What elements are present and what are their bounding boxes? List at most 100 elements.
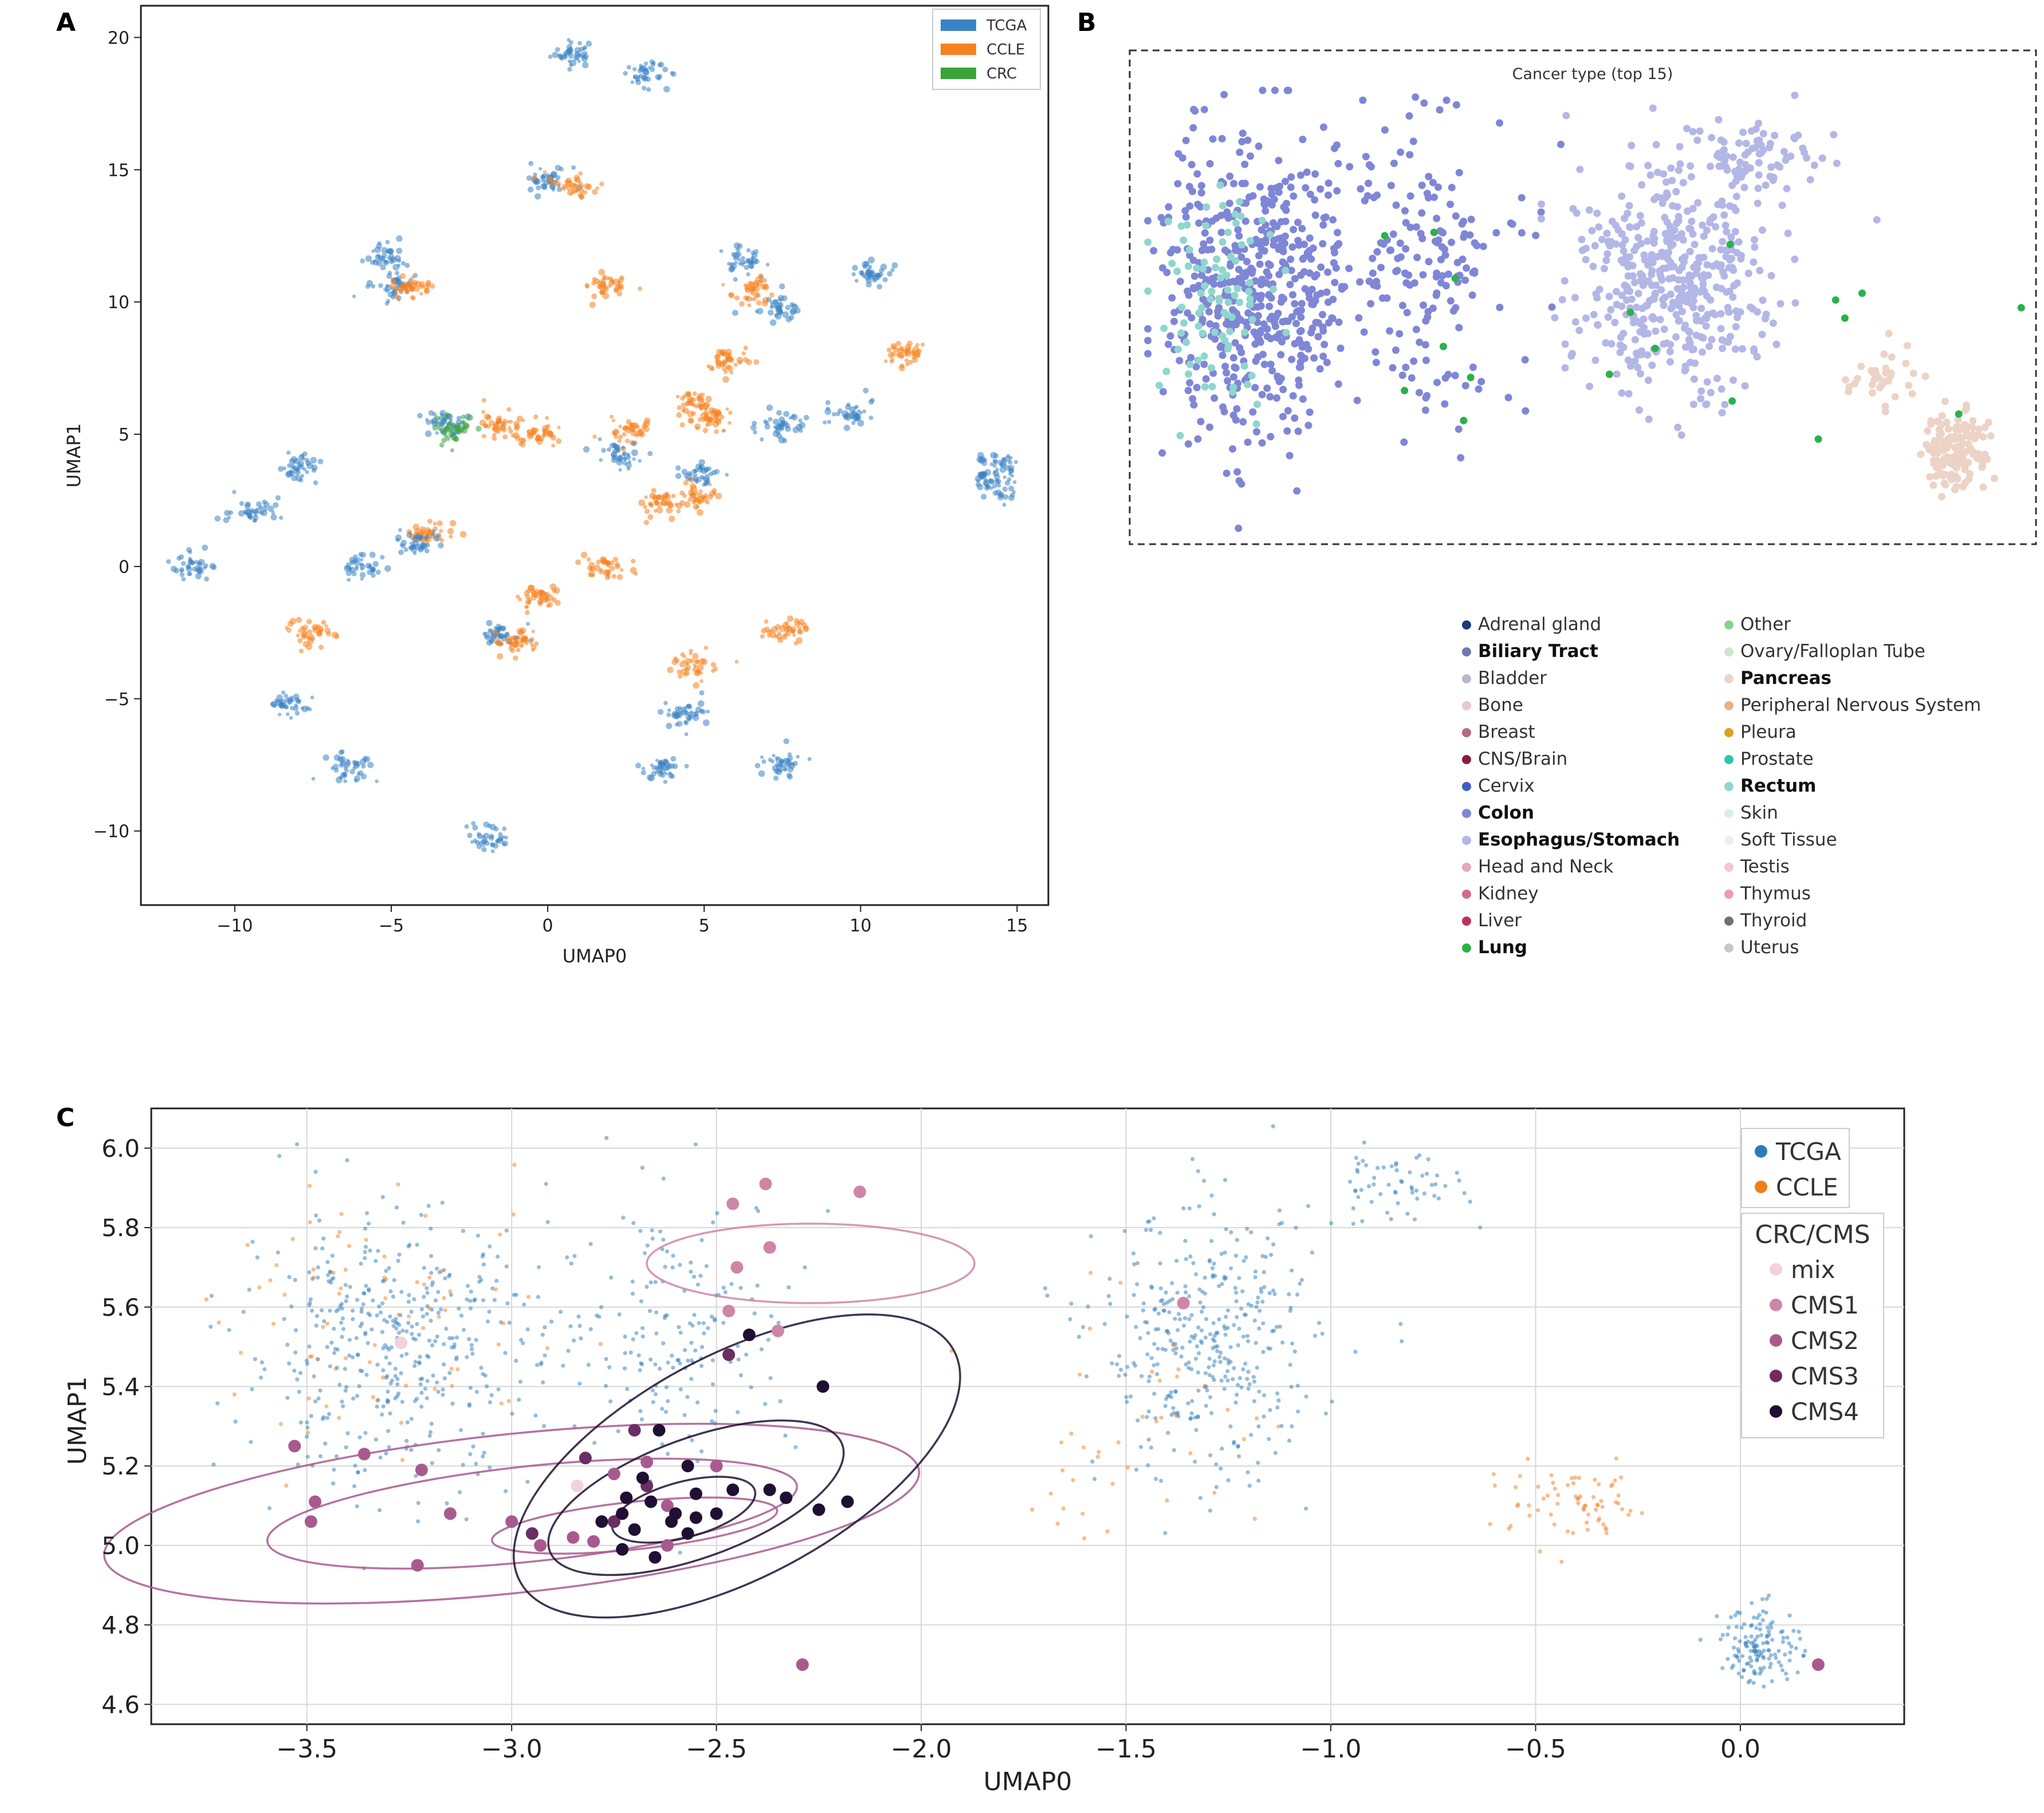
panel-a-point [179, 567, 184, 572]
panel-c-bg-point [1197, 1287, 1202, 1292]
panel-c-bg-point [482, 1450, 486, 1455]
panel-a-point [522, 636, 529, 643]
panel-c-bg-point [1733, 1613, 1738, 1618]
panel-b-legend-marker [1724, 728, 1734, 737]
panel-c-bg-point [1760, 1618, 1765, 1622]
panel-c-bg-point [511, 1212, 516, 1217]
panel-b-point [1707, 162, 1715, 170]
panel-b-point [1496, 304, 1504, 312]
panel-c-bg-point [1218, 1466, 1223, 1471]
panel-b-point [1715, 162, 1723, 170]
panel-b-point [1246, 279, 1254, 287]
panel-b-legend-label: Thyroid [1740, 910, 1807, 931]
panel-b-point [1636, 406, 1643, 414]
panel-b-point [1640, 251, 1648, 259]
panel-b-legend-label: Liver [1478, 910, 1522, 931]
panel-b-point [1438, 272, 1446, 280]
panel-b-point [1269, 285, 1278, 293]
panel-a-point [486, 620, 493, 627]
panel-c-bg-point [1576, 1501, 1581, 1505]
panel-a-point [598, 569, 603, 575]
panel-c-bg-point [1080, 1511, 1085, 1516]
panel-a-point [492, 432, 497, 437]
panel-a-point [915, 343, 919, 347]
panel-b-legend-marker [1724, 836, 1734, 845]
panel-b-point [1628, 295, 1636, 303]
panel-c-bg-point [309, 1308, 315, 1313]
panel-a-point [291, 475, 297, 482]
panel-a-point [438, 542, 444, 549]
panel-b-point [1288, 243, 1296, 251]
panel-b-point [1225, 199, 1233, 207]
panel-c-bg-point [1743, 1635, 1748, 1639]
panel-a-point [653, 500, 659, 506]
panel-c-bg-point [294, 1142, 300, 1147]
panel-a-point [352, 558, 358, 564]
panel-b-point [1717, 325, 1725, 333]
panel-a-point [356, 772, 361, 776]
panel-c-bg-point [661, 1176, 666, 1181]
panel-b-point [1421, 406, 1429, 414]
panel-c-bg-point [489, 1393, 494, 1398]
panel-c-bg-point [1135, 1261, 1140, 1265]
panel-a-point [279, 516, 284, 520]
panel-c-bg-point [339, 1286, 343, 1291]
panel-b-point [1365, 277, 1373, 285]
panel-b-point [1806, 176, 1814, 184]
panel-b-point [1178, 303, 1186, 311]
panel-c-bg-point [309, 1414, 314, 1418]
panel-a-point [825, 400, 831, 406]
panel-a-point [611, 419, 616, 423]
panel-c-bg-point [1246, 1302, 1251, 1307]
panel-b-point [1626, 223, 1634, 231]
panel-a-point [483, 821, 490, 828]
panel-a-point [317, 458, 324, 465]
panel-c-bg-point [1188, 1339, 1192, 1344]
panel-a-point [595, 186, 599, 190]
panel-b-group [1144, 86, 1385, 532]
panel-c-bg-point [682, 1348, 687, 1352]
panel-c-bg-point [336, 1234, 340, 1238]
panel-b-point [1633, 317, 1641, 325]
panel-a-point [606, 572, 610, 576]
panel-b-point [1217, 274, 1225, 282]
panel-a-point [686, 703, 692, 709]
panel-c-bg-point [391, 1295, 396, 1299]
panel-a-point [649, 503, 654, 508]
panel-a-point [289, 698, 294, 703]
panel-a-point [883, 359, 888, 363]
panel-b-point [1202, 276, 1210, 284]
panel-c-bg-point [1739, 1625, 1744, 1630]
panel-c-bg-point [1770, 1638, 1775, 1642]
panel-b-point [1685, 336, 1693, 344]
panel-b-point [1371, 348, 1379, 356]
panel-c-bg-point [1092, 1477, 1097, 1481]
panel-a-point [673, 656, 678, 660]
panel-c-bg-point [1776, 1649, 1781, 1653]
panel-c-bg-point [339, 1320, 344, 1325]
panel-a-point [864, 273, 871, 281]
panel-c-bg-point [255, 1255, 260, 1260]
panel-a-point [496, 837, 504, 844]
panel-b-point [1679, 236, 1687, 244]
panel-a-point [724, 369, 728, 374]
panel-b-point [1277, 218, 1285, 226]
panel-a-point [582, 61, 589, 69]
panel-a-point [796, 754, 800, 759]
panel-b-point [1247, 152, 1255, 160]
panel-a-point [1008, 465, 1015, 471]
panel-a-point [906, 340, 913, 347]
panel-c-bg-point [419, 1405, 424, 1409]
panel-a-cluster [732, 283, 801, 326]
panel-b-point [1703, 378, 1711, 386]
panel-c-bg-point [436, 1290, 441, 1295]
panel-b-point [1298, 225, 1306, 233]
panel-a-point [626, 467, 631, 471]
panel-b-point [1799, 144, 1807, 152]
panel-c-bg-point [1435, 1173, 1440, 1178]
panel-b-point [1244, 136, 1252, 144]
panel-c-bg-point [622, 1366, 627, 1371]
panel-b-point [1687, 162, 1695, 170]
panel-b-point [1952, 472, 1960, 480]
panel-a-point [733, 242, 741, 249]
